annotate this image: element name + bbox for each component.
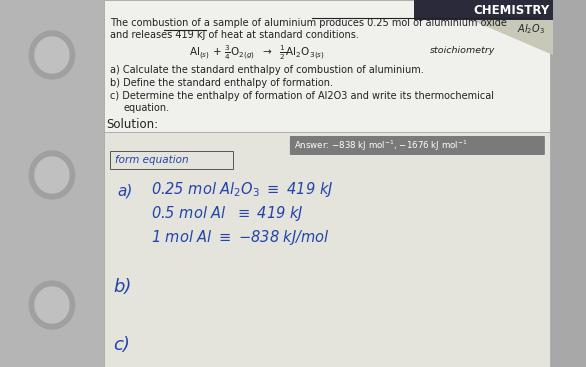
Text: The combustion of a sample of aluminium produces 0.25 mol of aluminium oxide: The combustion of a sample of aluminium … — [110, 18, 506, 28]
FancyBboxPatch shape — [104, 0, 550, 132]
Text: Answer: $-$838 kJ mol$^{-1}$, $-$1676 kJ mol$^{-1}$: Answer: $-$838 kJ mol$^{-1}$, $-$1676 kJ… — [294, 138, 467, 153]
Text: c) Determine the enthalpy of formation of Al2O3 and write its thermochemical: c) Determine the enthalpy of formation o… — [110, 91, 493, 101]
Text: Solution:: Solution: — [107, 118, 159, 131]
Circle shape — [29, 281, 74, 329]
Text: 0.25 mol $Al_2O_3$ $\equiv$ 419 kJ: 0.25 mol $Al_2O_3$ $\equiv$ 419 kJ — [151, 180, 333, 199]
Circle shape — [29, 151, 74, 199]
Text: $Al_2O_3$: $Al_2O_3$ — [517, 22, 546, 36]
FancyBboxPatch shape — [104, 132, 550, 367]
Circle shape — [29, 31, 74, 79]
Polygon shape — [425, 0, 553, 55]
Text: CHEMISTRY: CHEMISTRY — [473, 4, 550, 17]
FancyBboxPatch shape — [0, 0, 104, 367]
FancyBboxPatch shape — [290, 136, 545, 155]
Text: Al$_{(s)}$ + $\frac{3}{4}$O$_2$$_{(g)}$  $\rightarrow$  $\frac{1}{2}$Al$_2$O$_3$: Al$_{(s)}$ + $\frac{3}{4}$O$_2$$_{(g)}$ … — [189, 44, 325, 62]
Text: stoichiometry: stoichiometry — [430, 46, 495, 55]
Text: c): c) — [113, 336, 130, 354]
Text: a): a) — [117, 183, 132, 198]
Circle shape — [35, 287, 69, 323]
Text: equation.: equation. — [124, 103, 170, 113]
Text: b): b) — [113, 278, 132, 296]
Text: b) Define the standard enthalpy of formation.: b) Define the standard enthalpy of forma… — [110, 78, 332, 88]
Text: 1 mol Al $\equiv$ $-$838 kJ/mol: 1 mol Al $\equiv$ $-$838 kJ/mol — [151, 228, 330, 247]
Circle shape — [35, 157, 69, 193]
Text: form equation: form equation — [115, 155, 189, 165]
Circle shape — [35, 37, 69, 73]
Text: and releases 419 kJ of heat at standard conditions.: and releases 419 kJ of heat at standard … — [110, 30, 359, 40]
FancyBboxPatch shape — [414, 0, 553, 20]
Text: 0.5 mol Al  $\equiv$ 419 kJ: 0.5 mol Al $\equiv$ 419 kJ — [151, 204, 304, 223]
Text: a) Calculate the standard enthalpy of combustion of aluminium.: a) Calculate the standard enthalpy of co… — [110, 65, 423, 75]
